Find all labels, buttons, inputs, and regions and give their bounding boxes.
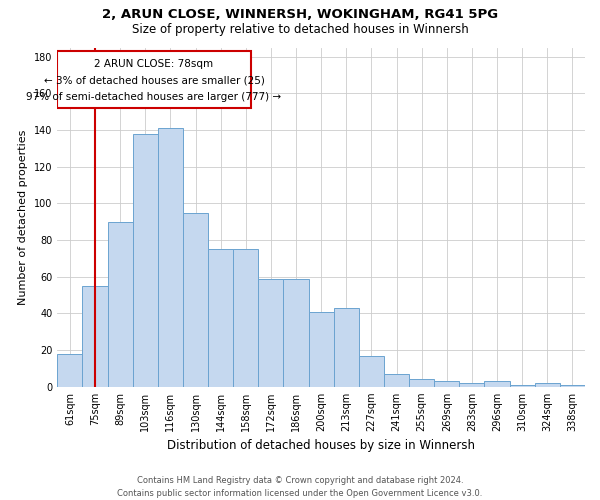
Bar [133, 134, 158, 387]
Bar [107, 222, 133, 387]
Bar [560, 385, 585, 387]
Text: ← 3% of detached houses are smaller (25): ← 3% of detached houses are smaller (25) [44, 76, 265, 86]
Text: Size of property relative to detached houses in Winnersh: Size of property relative to detached ho… [131, 22, 469, 36]
Bar [283, 278, 308, 387]
Text: 2, ARUN CLOSE, WINNERSH, WOKINGHAM, RG41 5PG: 2, ARUN CLOSE, WINNERSH, WOKINGHAM, RG41… [102, 8, 498, 20]
Bar [308, 312, 334, 387]
Bar [208, 249, 233, 387]
Bar [384, 374, 409, 387]
FancyBboxPatch shape [58, 51, 251, 108]
Bar [460, 383, 484, 387]
Bar [183, 212, 208, 387]
Bar [535, 383, 560, 387]
Bar [82, 286, 107, 387]
Text: Contains HM Land Registry data © Crown copyright and database right 2024.
Contai: Contains HM Land Registry data © Crown c… [118, 476, 482, 498]
Bar [509, 385, 535, 387]
Bar [434, 382, 460, 387]
Bar [334, 308, 359, 387]
Bar [484, 382, 509, 387]
Bar [359, 356, 384, 387]
Text: 2 ARUN CLOSE: 78sqm: 2 ARUN CLOSE: 78sqm [94, 59, 214, 69]
Text: 97% of semi-detached houses are larger (777) →: 97% of semi-detached houses are larger (… [26, 92, 281, 102]
Bar [58, 354, 82, 387]
Y-axis label: Number of detached properties: Number of detached properties [19, 130, 28, 305]
Bar [409, 380, 434, 387]
Bar [259, 278, 283, 387]
Bar [233, 249, 259, 387]
X-axis label: Distribution of detached houses by size in Winnersh: Distribution of detached houses by size … [167, 440, 475, 452]
Bar [158, 128, 183, 387]
